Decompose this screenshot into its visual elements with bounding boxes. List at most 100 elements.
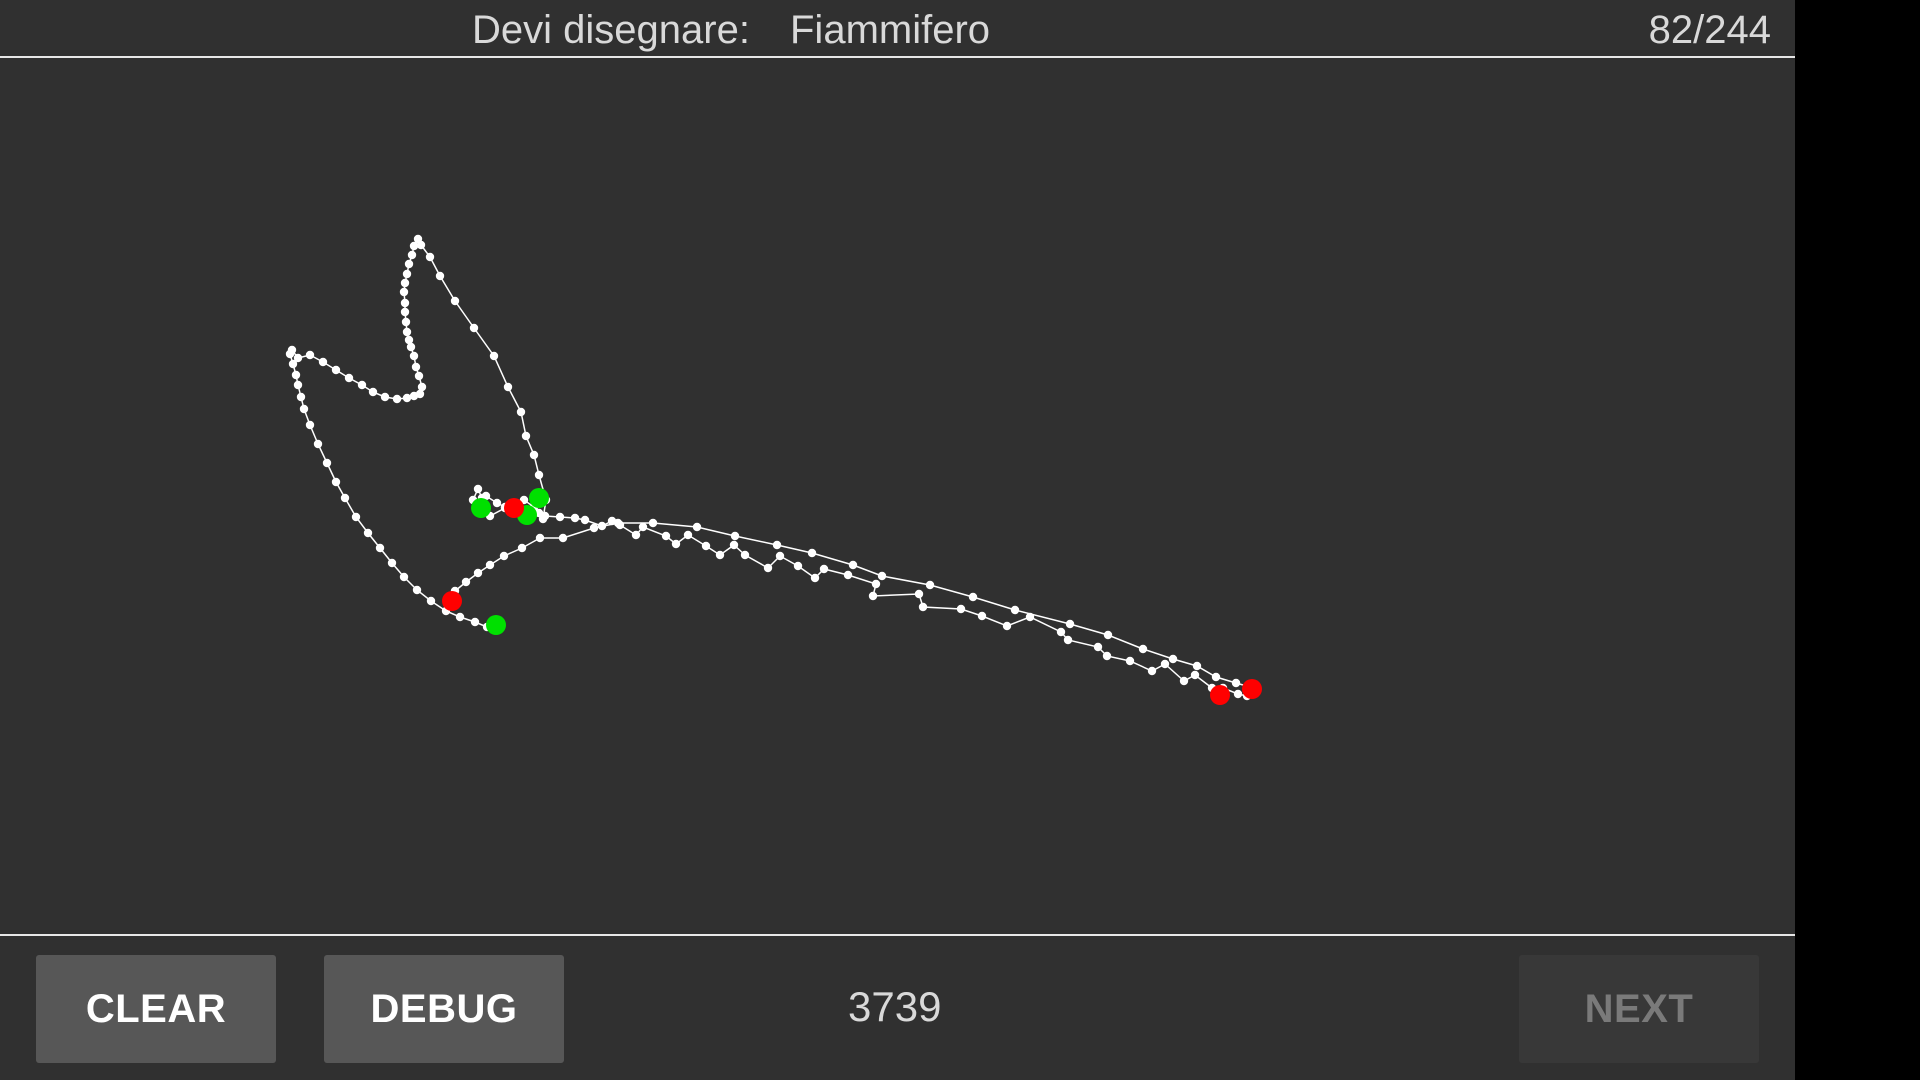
sketch-point [402, 393, 412, 403]
right-edge-strip [1795, 0, 1920, 1080]
sketch-point [1063, 635, 1073, 645]
sketch-point [868, 591, 878, 601]
sketch-point [589, 523, 599, 533]
sketch-point [517, 543, 527, 553]
sketch-point [492, 498, 502, 508]
drawing-svg[interactable] [0, 58, 1795, 934]
sketch-point [1010, 605, 1020, 615]
sketch-point [631, 530, 641, 540]
sketch-point [535, 533, 545, 543]
sketch-point [534, 470, 544, 480]
sketch-point [417, 382, 427, 392]
sketch-point [871, 579, 881, 589]
sketch-point [331, 365, 341, 375]
debug-button[interactable]: DEBUG [324, 955, 564, 1063]
score-value: 3739 [848, 983, 942, 1030]
stroke-start-marker [471, 498, 491, 518]
sketch-point [489, 351, 499, 361]
sketch-point [740, 550, 750, 560]
stroke-end-marker [504, 498, 524, 518]
sketch-point [357, 380, 367, 390]
sketch-point [597, 521, 607, 531]
sketch-point [555, 512, 565, 522]
sketch-point [409, 241, 419, 251]
sketch-stroke-line [289, 237, 547, 631]
prompt-label: Devi disegnare: [472, 8, 750, 52]
clear-button[interactable]: CLEAR [36, 955, 276, 1063]
sketch-point [1093, 642, 1103, 652]
sketch-point [404, 259, 414, 269]
sketch-point [540, 511, 550, 521]
sketch-point [1179, 676, 1189, 686]
sketch-point [558, 533, 568, 543]
sketch-point [285, 349, 295, 359]
sketch-point [613, 518, 623, 528]
next-button[interactable]: NEXT [1519, 955, 1759, 1063]
sketch-point [407, 250, 417, 260]
app-screen: Devi disegnare: Fiammifero 82/244 CLEAR … [0, 0, 1795, 1080]
sketch-point [638, 522, 648, 532]
sketch-point [322, 458, 332, 468]
sketch-point [473, 568, 483, 578]
sketch-point [848, 560, 858, 570]
sketch-point [368, 387, 378, 397]
sketch-point [968, 592, 978, 602]
sketch-point [399, 572, 409, 582]
sketch-point [299, 404, 309, 414]
sketch-point [351, 512, 361, 522]
sketch-point [1002, 621, 1012, 631]
sketch-point [977, 611, 987, 621]
sketch-point [375, 543, 385, 553]
sketch-point [288, 359, 298, 369]
sketch-point [661, 531, 671, 541]
sketch-point [810, 573, 820, 583]
sketch-point [473, 484, 483, 494]
sketch-point [956, 604, 966, 614]
sketch-point [570, 513, 580, 523]
sketch-point [772, 540, 782, 550]
sketch-point [344, 373, 354, 383]
sketch-point [1138, 644, 1148, 654]
sketch-point [414, 371, 424, 381]
sketch-point [387, 558, 397, 568]
sketch-point [807, 548, 817, 558]
sketch-point [293, 353, 303, 363]
sketch-point [399, 287, 409, 297]
sketch-point [400, 278, 410, 288]
sketch-point [1168, 654, 1178, 664]
sketch-point [914, 589, 924, 599]
sketch-point [521, 431, 531, 441]
sketch-point [529, 450, 539, 460]
sketch-point [404, 335, 414, 345]
sketch-point [763, 563, 773, 573]
sketch-point [380, 392, 390, 402]
stroke-end-marker [1242, 679, 1262, 699]
sketch-point [450, 296, 460, 306]
progress-counter: 82/244 [1648, 8, 1771, 52]
sketch-point [411, 362, 421, 372]
sketch-point [412, 585, 422, 595]
sketch-point [296, 392, 306, 402]
sketch-point [392, 394, 402, 404]
sketch-point [1065, 619, 1075, 629]
drawing-canvas[interactable] [0, 58, 1795, 934]
sketch-point [426, 596, 436, 606]
sketch-point [775, 551, 785, 561]
stroke-start-marker [529, 488, 549, 508]
sketch-point [485, 560, 495, 570]
prompt-word: Fiammifero [790, 8, 991, 52]
sketch-point [692, 522, 702, 532]
sketch-point [819, 564, 829, 574]
sketch-point [1160, 659, 1170, 669]
sketch-point [313, 439, 323, 449]
footer-bar: CLEAR DEBUG 3739 NEXT [0, 934, 1795, 1080]
sketch-point [918, 602, 928, 612]
sketch-point [1231, 678, 1241, 688]
sketch-point [363, 528, 373, 538]
sketch-point [409, 351, 419, 361]
sketch-point [1190, 670, 1200, 680]
sketch-point [470, 617, 480, 627]
sketch-point [516, 407, 526, 417]
sketch-point [683, 530, 693, 540]
sketch-point [400, 298, 410, 308]
